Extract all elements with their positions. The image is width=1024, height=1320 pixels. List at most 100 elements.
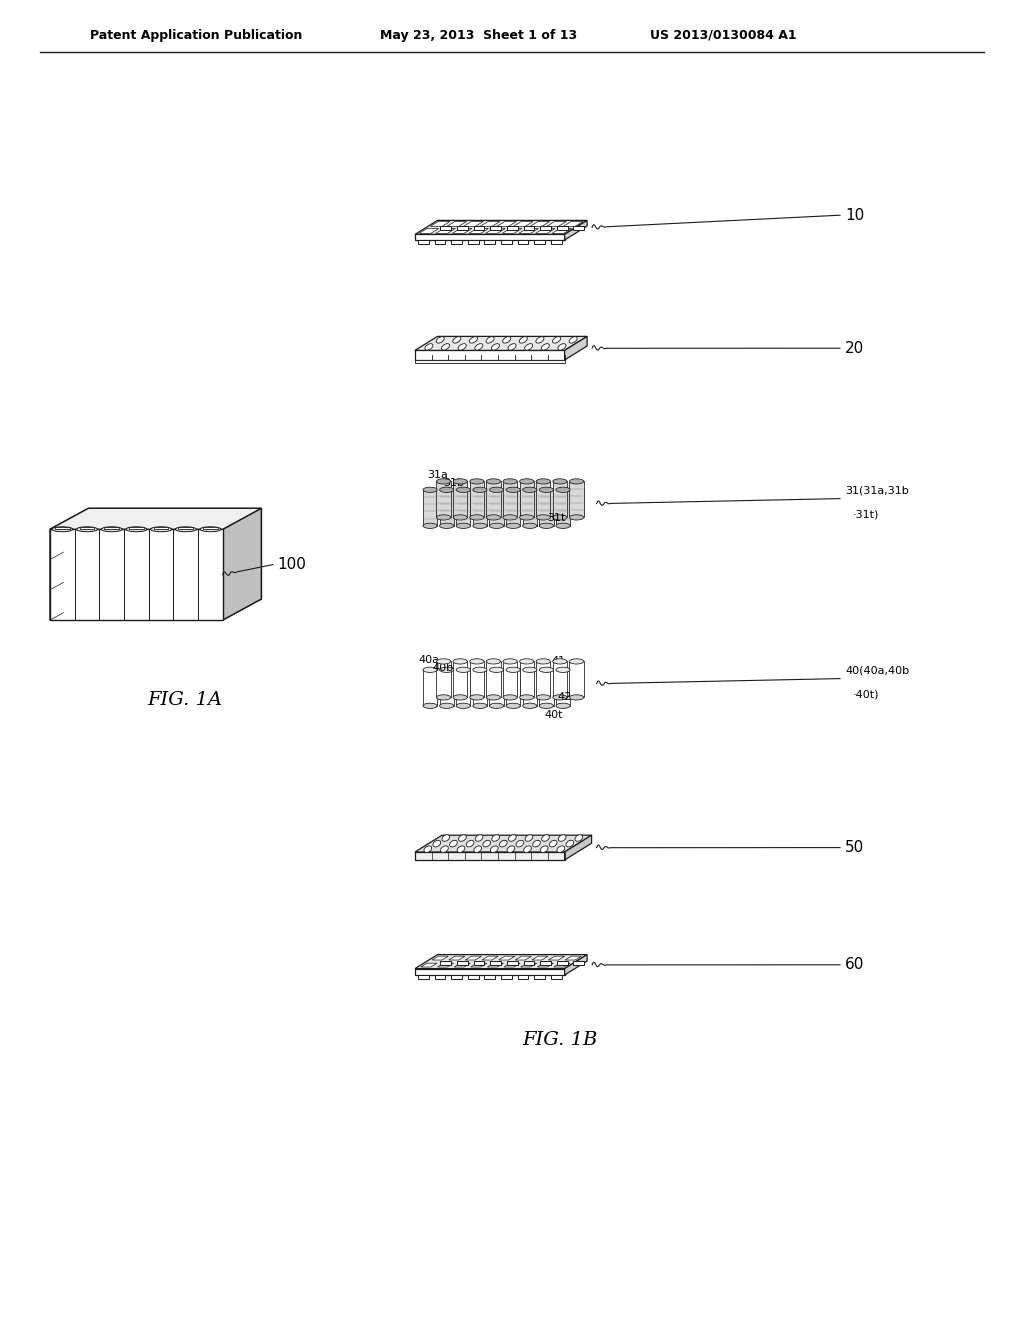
Polygon shape <box>556 669 570 706</box>
Ellipse shape <box>423 523 437 528</box>
Polygon shape <box>503 228 522 234</box>
Text: ·40t): ·40t) <box>853 689 880 700</box>
Polygon shape <box>415 220 587 235</box>
Text: 100: 100 <box>278 557 306 572</box>
Polygon shape <box>447 222 467 226</box>
Polygon shape <box>88 508 261 599</box>
Text: 42: 42 <box>558 692 572 702</box>
Polygon shape <box>471 964 486 968</box>
Polygon shape <box>80 527 94 529</box>
Polygon shape <box>557 226 567 231</box>
Polygon shape <box>453 661 467 697</box>
Polygon shape <box>457 961 468 965</box>
Ellipse shape <box>436 659 451 664</box>
Ellipse shape <box>569 659 584 664</box>
Polygon shape <box>415 969 564 975</box>
Polygon shape <box>507 961 518 965</box>
Polygon shape <box>497 222 516 226</box>
Text: FIG. 1A: FIG. 1A <box>147 690 222 709</box>
Ellipse shape <box>556 667 570 672</box>
Ellipse shape <box>423 487 437 492</box>
Polygon shape <box>489 669 504 706</box>
Ellipse shape <box>558 343 566 350</box>
Polygon shape <box>480 222 500 226</box>
Polygon shape <box>554 964 570 968</box>
Ellipse shape <box>516 841 524 847</box>
Polygon shape <box>104 527 119 529</box>
Ellipse shape <box>537 515 551 520</box>
Polygon shape <box>439 490 454 525</box>
Ellipse shape <box>470 515 484 520</box>
Polygon shape <box>415 851 564 861</box>
Polygon shape <box>473 669 487 706</box>
Polygon shape <box>536 228 555 234</box>
Ellipse shape <box>553 694 567 700</box>
Polygon shape <box>439 669 454 706</box>
Polygon shape <box>415 337 587 350</box>
Ellipse shape <box>541 846 548 853</box>
Ellipse shape <box>542 834 550 841</box>
Ellipse shape <box>473 667 487 672</box>
Polygon shape <box>440 226 452 231</box>
Ellipse shape <box>519 659 534 664</box>
Polygon shape <box>522 669 537 706</box>
Polygon shape <box>484 240 496 244</box>
Polygon shape <box>434 240 445 244</box>
Ellipse shape <box>503 515 517 520</box>
Polygon shape <box>565 956 582 960</box>
Ellipse shape <box>522 704 537 709</box>
Ellipse shape <box>490 846 498 853</box>
Polygon shape <box>522 490 537 525</box>
Ellipse shape <box>425 343 433 350</box>
Ellipse shape <box>556 704 570 709</box>
Polygon shape <box>468 975 478 979</box>
Ellipse shape <box>175 527 197 532</box>
Polygon shape <box>474 226 484 231</box>
Ellipse shape <box>489 667 504 672</box>
Ellipse shape <box>540 704 554 709</box>
Ellipse shape <box>470 694 484 700</box>
Ellipse shape <box>486 515 501 520</box>
Polygon shape <box>50 508 88 620</box>
Ellipse shape <box>540 667 554 672</box>
Ellipse shape <box>475 343 483 350</box>
Polygon shape <box>573 226 584 231</box>
Text: May 23, 2013  Sheet 1 of 13: May 23, 2013 Sheet 1 of 13 <box>380 29 578 41</box>
Polygon shape <box>465 956 481 960</box>
Polygon shape <box>518 240 528 244</box>
Ellipse shape <box>466 841 474 847</box>
Text: 31b: 31b <box>443 478 465 488</box>
Polygon shape <box>436 228 456 234</box>
Text: Patent Application Publication: Patent Application Publication <box>90 29 302 41</box>
Ellipse shape <box>506 704 520 709</box>
Ellipse shape <box>473 704 487 709</box>
Ellipse shape <box>500 841 507 847</box>
Ellipse shape <box>492 834 500 841</box>
Ellipse shape <box>442 834 450 841</box>
Ellipse shape <box>519 515 534 520</box>
Polygon shape <box>415 954 587 969</box>
Polygon shape <box>482 956 498 960</box>
Ellipse shape <box>536 337 544 343</box>
Text: 31a: 31a <box>427 470 449 480</box>
Polygon shape <box>515 956 531 960</box>
Ellipse shape <box>542 343 549 350</box>
Ellipse shape <box>469 337 477 343</box>
Text: 40a: 40a <box>419 655 439 665</box>
Polygon shape <box>468 240 478 244</box>
Polygon shape <box>520 964 537 968</box>
Polygon shape <box>55 527 70 529</box>
Ellipse shape <box>473 523 487 528</box>
Polygon shape <box>421 964 437 968</box>
Polygon shape <box>50 508 261 529</box>
Polygon shape <box>523 226 535 231</box>
Polygon shape <box>415 836 592 851</box>
Text: 60: 60 <box>845 957 864 973</box>
Ellipse shape <box>566 841 573 847</box>
Polygon shape <box>434 975 445 979</box>
Ellipse shape <box>458 343 466 350</box>
Polygon shape <box>557 961 567 965</box>
Polygon shape <box>486 661 501 697</box>
Ellipse shape <box>453 659 467 664</box>
Polygon shape <box>473 490 487 525</box>
